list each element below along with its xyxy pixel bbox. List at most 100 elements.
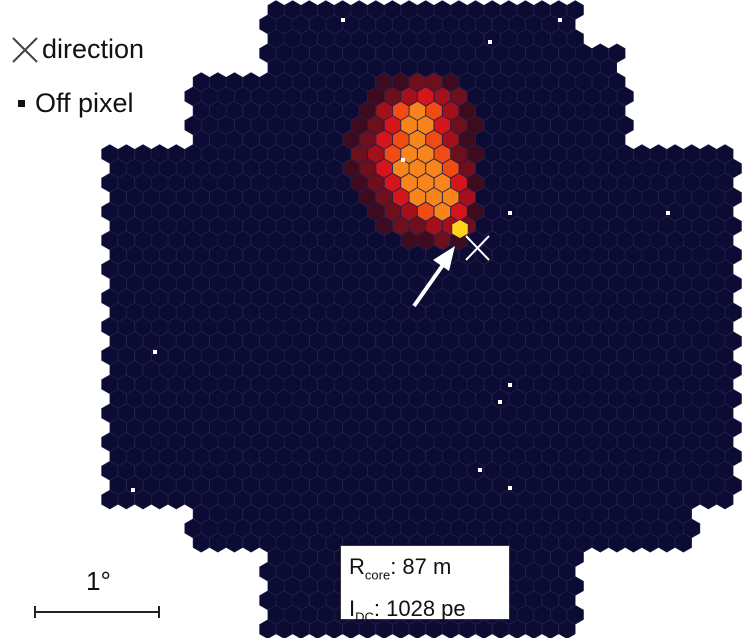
camera-pixel — [350, 230, 368, 251]
camera-pixel — [117, 461, 135, 481]
camera-pixel — [242, 187, 260, 207]
camera-pixel — [591, 158, 609, 179]
camera-pixel — [358, 273, 376, 294]
camera-pixel — [583, 288, 601, 308]
cross-icon — [12, 36, 38, 63]
camera-pixel — [591, 475, 609, 495]
camera-pixel — [658, 475, 676, 495]
camera-pixel — [525, 129, 543, 150]
camera-pixel — [259, 187, 277, 207]
camera-pixel — [358, 360, 376, 380]
camera-pixel — [467, 403, 485, 423]
camera-pixel — [483, 432, 501, 452]
camera-pixel — [591, 273, 609, 294]
camera-pixel — [475, 389, 493, 409]
camera-pixel — [674, 273, 692, 294]
camera-pixel — [541, 129, 559, 150]
camera-pixel — [300, 605, 318, 625]
camera-pixel — [525, 389, 543, 409]
camera-pixel — [483, 518, 501, 539]
camera-pixel — [176, 216, 193, 236]
camera-pixel — [392, 389, 410, 409]
camera-pixel — [608, 302, 626, 323]
camera-pixel — [300, 461, 318, 481]
camera-pixel — [300, 115, 318, 135]
camera-pixel — [284, 547, 302, 567]
camera-pixel — [525, 158, 543, 179]
camera-pixel — [649, 461, 667, 481]
camera-pixel — [467, 345, 485, 366]
camera-pixel — [325, 475, 343, 495]
camera-pixel — [442, 417, 460, 438]
camera-pixel — [583, 259, 601, 279]
camera-pixel — [458, 389, 476, 409]
idc-subscript: DC — [355, 609, 374, 625]
camera-pixel — [234, 374, 252, 395]
camera-pixel — [591, 389, 609, 409]
camera-pixel — [292, 533, 310, 553]
camera-pixel — [325, 43, 343, 63]
signal-pixel — [417, 173, 435, 193]
camera-pixel — [716, 461, 734, 481]
camera-pixel — [408, 331, 426, 351]
camera-pixel — [234, 345, 252, 366]
camera-pixel — [608, 331, 626, 351]
camera-pixel — [117, 173, 135, 193]
signal-pixel — [442, 129, 460, 150]
camera-pixel — [533, 288, 551, 308]
camera-pixel — [525, 619, 543, 638]
signal-pixel — [458, 101, 476, 121]
camera-pixel — [242, 504, 260, 524]
camera-pixel — [259, 245, 277, 265]
camera-pixel — [234, 317, 252, 337]
camera-pixel — [458, 302, 476, 323]
camera-pixel — [358, 417, 376, 438]
camera-pixel — [300, 547, 318, 567]
camera-pixel — [234, 489, 252, 510]
camera-pixel — [309, 187, 327, 207]
camera-pixel — [442, 446, 460, 467]
camera-pixel — [674, 158, 692, 179]
camera-pixel — [350, 57, 368, 78]
camera-pixel — [284, 86, 302, 107]
camera-pixel — [608, 245, 626, 265]
camera-pixel — [541, 14, 559, 35]
camera-pixel — [442, 273, 460, 294]
camera-pixel — [533, 230, 551, 251]
camera-pixel — [516, 201, 534, 222]
camera-pixel — [284, 115, 302, 135]
camera-pixel — [300, 201, 318, 222]
camera-pixel — [284, 288, 302, 308]
camera-pixel — [226, 72, 243, 92]
camera-pixel — [708, 475, 726, 495]
camera-pixel — [533, 461, 551, 481]
camera-pixel — [300, 86, 318, 107]
camera-pixel — [226, 101, 243, 121]
camera-pixel — [525, 331, 543, 351]
signal-pixel — [417, 144, 435, 164]
camera-pixel — [375, 504, 393, 524]
camera-pixel — [533, 0, 551, 20]
camera-pixel — [541, 475, 559, 495]
camera-pixel — [300, 518, 318, 539]
camera-pixel — [583, 57, 601, 78]
camera-pixel — [458, 14, 476, 35]
camera-pixel — [674, 331, 692, 351]
signal-pixel — [458, 158, 476, 179]
camera-pixel — [475, 504, 493, 524]
camera-pixel — [583, 489, 601, 510]
camera-pixel — [724, 417, 742, 438]
camera-pixel — [309, 561, 327, 582]
camera-pixel — [541, 216, 559, 236]
camera-pixel — [516, 29, 534, 49]
camera-pixel — [392, 302, 410, 323]
camera-pixel — [533, 317, 551, 337]
camera-pixel — [525, 72, 543, 92]
camera-pixel — [350, 489, 368, 510]
camera-pixel — [309, 590, 327, 611]
camera-pixel — [558, 619, 576, 638]
camera-pixel — [525, 590, 543, 611]
camera-pixel — [325, 273, 343, 294]
camera-pixel — [533, 115, 551, 135]
camera-pixel — [608, 216, 626, 236]
